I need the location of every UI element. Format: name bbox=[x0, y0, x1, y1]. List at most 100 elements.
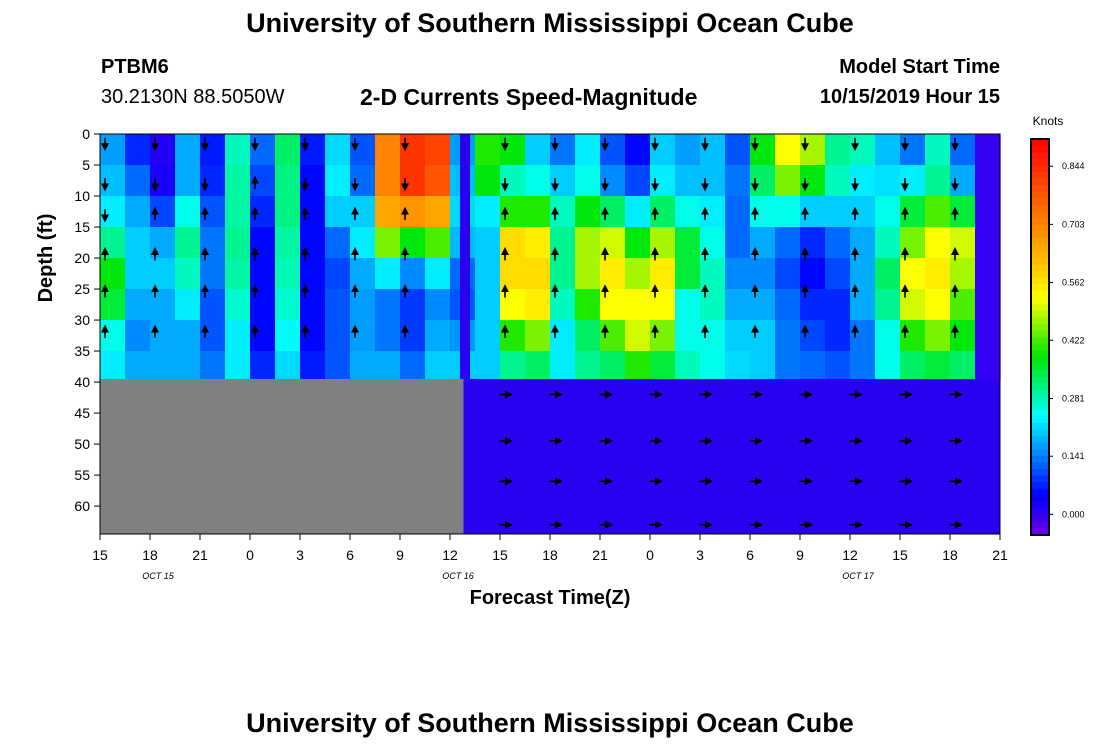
heat-cell bbox=[425, 351, 451, 380]
heat-cell bbox=[125, 351, 151, 380]
heat-cell bbox=[875, 134, 901, 166]
heat-cell bbox=[750, 320, 776, 352]
heat-cell bbox=[150, 165, 176, 197]
heat-cell bbox=[225, 165, 251, 197]
heat-cell bbox=[600, 320, 626, 352]
heat-cell bbox=[575, 196, 601, 228]
heat-cell bbox=[900, 196, 926, 228]
heat-cell bbox=[925, 351, 951, 380]
heat-cell bbox=[775, 134, 801, 166]
heat-cell bbox=[700, 165, 726, 197]
heat-cell bbox=[475, 196, 501, 228]
y-tick-label: 60 bbox=[74, 498, 90, 514]
heat-cell bbox=[800, 289, 826, 321]
colorbar-segment bbox=[1031, 488, 1049, 496]
gap-column bbox=[460, 134, 470, 379]
heat-cell bbox=[225, 134, 251, 166]
heat-cell bbox=[275, 227, 301, 259]
heat-cell bbox=[725, 165, 751, 197]
colorbar-segment bbox=[1031, 251, 1049, 259]
heat-cell bbox=[900, 165, 926, 197]
heat-cell bbox=[525, 289, 551, 321]
colorbar-segment bbox=[1031, 343, 1049, 351]
heat-cell bbox=[925, 320, 951, 352]
heat-cell bbox=[725, 134, 751, 166]
colorbar-tick-label: 0.703 bbox=[1062, 219, 1085, 229]
heat-cell bbox=[525, 258, 551, 290]
heat-cell bbox=[250, 165, 276, 197]
heat-cell bbox=[375, 165, 401, 197]
heat-cell bbox=[875, 196, 901, 228]
colorbar-segment bbox=[1031, 482, 1049, 490]
heat-cell bbox=[825, 289, 851, 321]
colorbar-tick-label: 0.562 bbox=[1062, 278, 1085, 288]
heat-cell bbox=[425, 320, 451, 352]
x-axis-label: Forecast Time(Z) bbox=[470, 587, 631, 609]
heat-cell bbox=[550, 227, 576, 259]
heat-cell bbox=[825, 196, 851, 228]
heat-cell bbox=[100, 134, 126, 166]
heat-cell bbox=[875, 351, 901, 380]
heat-cell bbox=[575, 320, 601, 352]
heat-cell bbox=[100, 289, 126, 321]
heat-cell bbox=[600, 134, 626, 166]
heat-cell bbox=[925, 258, 951, 290]
colorbar-segment bbox=[1031, 271, 1049, 279]
heat-cell bbox=[400, 351, 426, 380]
colorbar-segment bbox=[1031, 409, 1049, 417]
colorbar-segment bbox=[1031, 211, 1049, 219]
colorbar-segment bbox=[1031, 244, 1049, 252]
y-tick-label: 25 bbox=[74, 281, 90, 297]
heat-cell bbox=[800, 227, 826, 259]
heat-cell bbox=[650, 165, 676, 197]
heat-cell bbox=[675, 227, 701, 259]
heat-cell bbox=[675, 320, 701, 352]
heat-cell bbox=[725, 258, 751, 290]
heat-cell bbox=[325, 227, 351, 259]
heat-cell bbox=[350, 134, 376, 166]
heat-cell bbox=[925, 134, 951, 166]
heat-cell bbox=[350, 165, 376, 197]
heat-cell bbox=[775, 320, 801, 352]
heat-cell bbox=[775, 289, 801, 321]
x-tick-label: 15 bbox=[492, 547, 508, 563]
heat-cell bbox=[175, 351, 201, 380]
heat-cell bbox=[825, 351, 851, 380]
colorbar-segment bbox=[1031, 436, 1049, 444]
heat-cell bbox=[225, 351, 251, 380]
heat-cell bbox=[250, 289, 276, 321]
colorbar-segment bbox=[1031, 330, 1049, 338]
colorbar-segment bbox=[1031, 145, 1049, 153]
colorbar-segment bbox=[1031, 389, 1049, 397]
heat-cell bbox=[850, 320, 876, 352]
heat-cell bbox=[350, 289, 376, 321]
heat-cell bbox=[500, 165, 526, 197]
heat-cell bbox=[550, 351, 576, 380]
heat-cell bbox=[275, 351, 301, 380]
colorbar-segment bbox=[1031, 376, 1049, 384]
heat-cell bbox=[950, 165, 976, 197]
heat-cell bbox=[725, 227, 751, 259]
heat-cell bbox=[125, 196, 151, 228]
heat-cell bbox=[150, 289, 176, 321]
heat-cell bbox=[975, 258, 1001, 290]
heat-cell bbox=[525, 134, 551, 166]
colorbar-segment bbox=[1031, 495, 1049, 503]
y-tick-label: 30 bbox=[74, 312, 90, 328]
colorbar-segment bbox=[1031, 310, 1049, 318]
heat-cell bbox=[100, 165, 126, 197]
heat-cell bbox=[250, 227, 276, 259]
heat-cell bbox=[625, 134, 651, 166]
x-tick-label: 6 bbox=[346, 547, 354, 563]
heat-cell bbox=[175, 289, 201, 321]
x-tick-label: 21 bbox=[992, 547, 1008, 563]
x-tick-label: 9 bbox=[396, 547, 404, 563]
heat-cell bbox=[325, 289, 351, 321]
heat-cell bbox=[525, 165, 551, 197]
heat-cell bbox=[550, 165, 576, 197]
deep-fill-region bbox=[463, 378, 1000, 534]
heat-cell bbox=[500, 134, 526, 166]
heat-cell bbox=[200, 351, 226, 380]
heat-cell bbox=[700, 351, 726, 380]
colorbar-segment bbox=[1031, 442, 1049, 450]
